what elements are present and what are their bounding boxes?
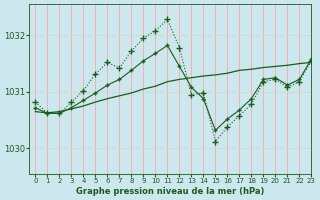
X-axis label: Graphe pression niveau de la mer (hPa): Graphe pression niveau de la mer (hPa) <box>76 187 265 196</box>
